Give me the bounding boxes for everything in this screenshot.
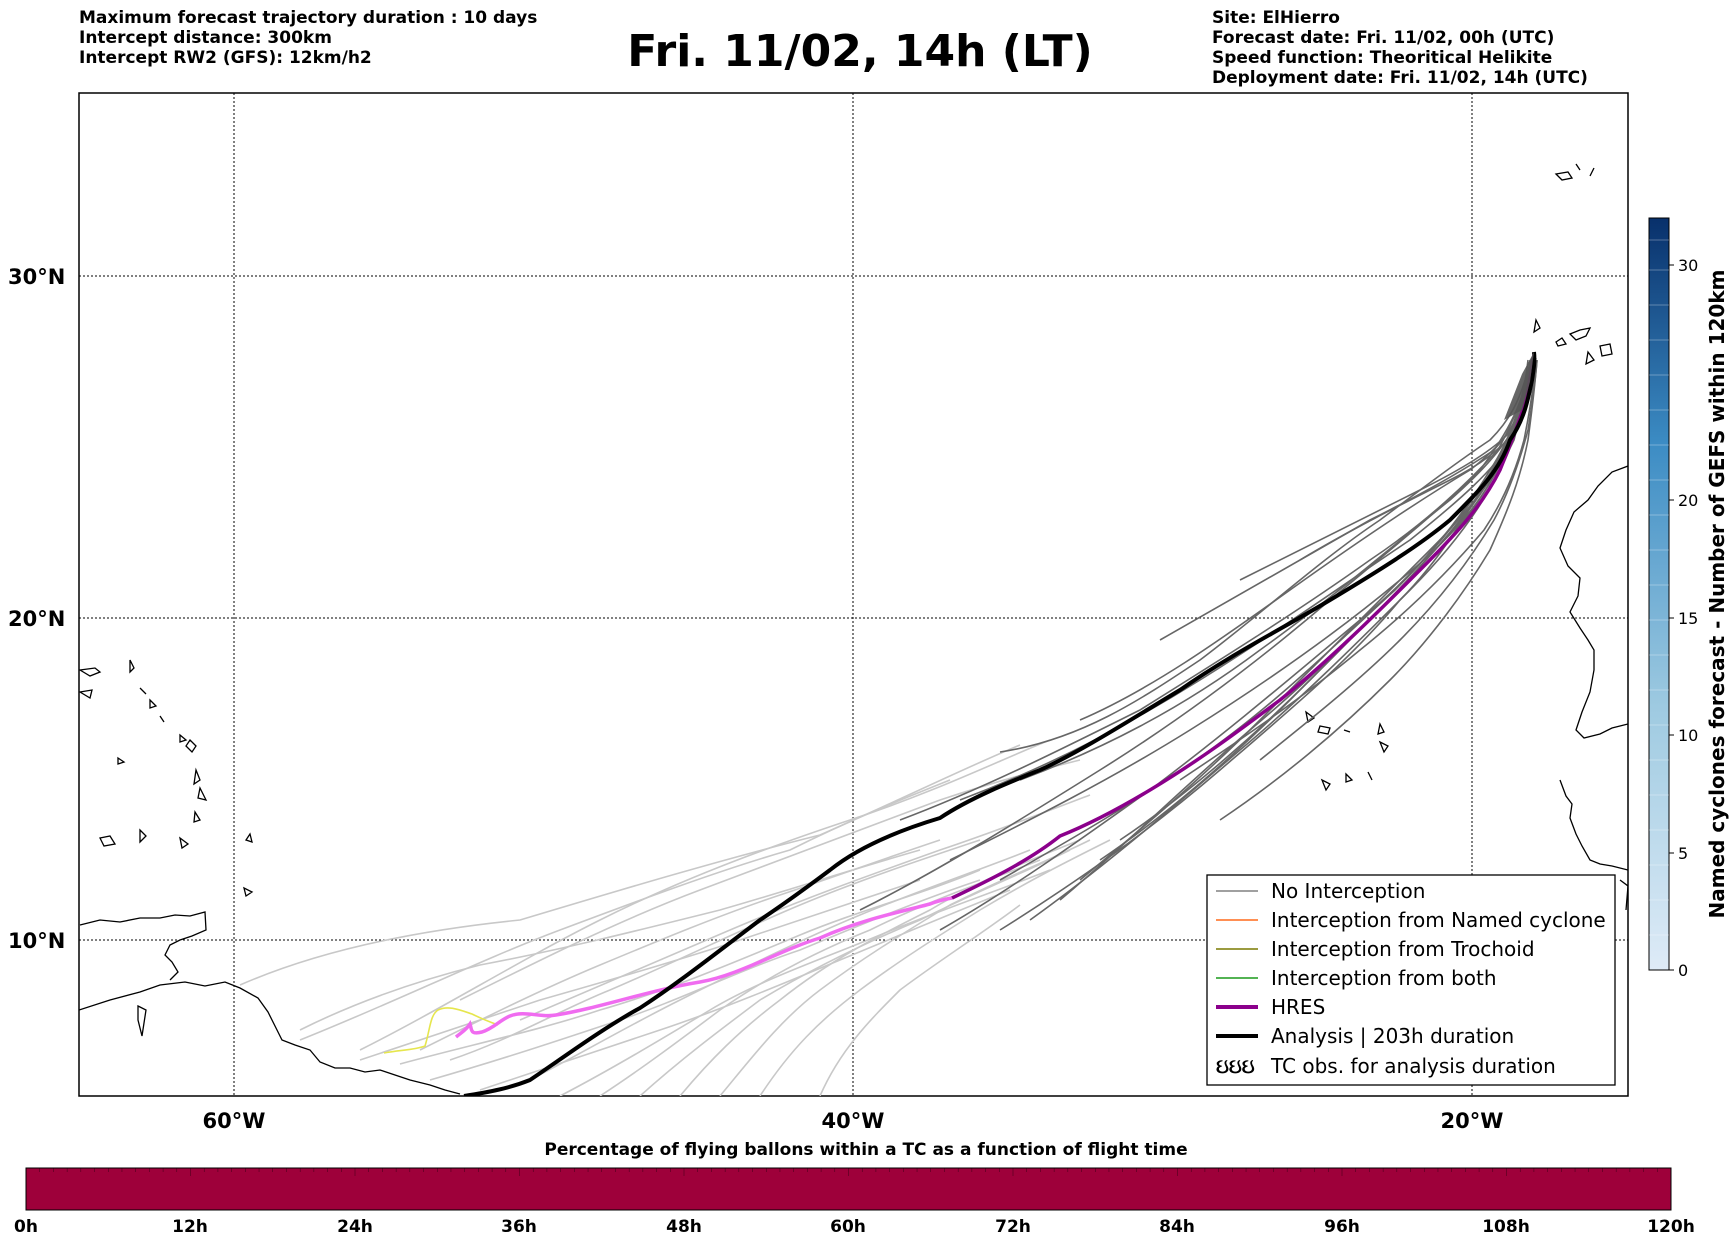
legend-label-named-cyclone: Interception from Named cyclone bbox=[1271, 908, 1606, 932]
time-tick: 72h bbox=[995, 1217, 1031, 1237]
trajectory bbox=[819, 904, 1021, 1096]
header-left-info: Maximum forecast trajectory duration : 1… bbox=[79, 8, 537, 68]
time-tick: 0h bbox=[14, 1217, 38, 1237]
trajectory bbox=[1219, 359, 1538, 821]
coast-madeira bbox=[1554, 163, 1595, 181]
time-tick: 24h bbox=[337, 1217, 373, 1237]
analysis-trajectory bbox=[463, 351, 1537, 1096]
colorbar-tick: 10 bbox=[1678, 726, 1698, 745]
time-tick: 36h bbox=[501, 1217, 537, 1237]
lon-label-20w: 20°W bbox=[1441, 1109, 1504, 1133]
time-tick: 108h bbox=[1482, 1217, 1530, 1237]
time-tick: 84h bbox=[1159, 1217, 1195, 1237]
header-right-line: Deployment date: Fri. 11/02, 14h (UTC) bbox=[1212, 68, 1588, 88]
header-right-line: Site: ElHierro bbox=[1212, 8, 1340, 28]
header-right-line: Forecast date: Fri. 11/02, 00h (UTC) bbox=[1212, 28, 1555, 48]
time-tick: 60h bbox=[830, 1217, 866, 1237]
time-tick: 48h bbox=[666, 1217, 702, 1237]
trajectory bbox=[1179, 359, 1537, 781]
trajectory bbox=[599, 859, 1041, 1096]
trajectory bbox=[759, 839, 1111, 1096]
time-tick: 12h bbox=[172, 1217, 208, 1237]
gridlines bbox=[79, 93, 1628, 1096]
legend-label-analysis: Analysis | 203h duration bbox=[1271, 1024, 1514, 1048]
trajectory bbox=[459, 759, 1081, 1001]
time-bar-title: Percentage of flying ballons within a TC… bbox=[544, 1140, 1187, 1160]
page-title: Fri. 11/02, 14h (LT) bbox=[627, 26, 1093, 77]
coast-lesser-antilles bbox=[99, 738, 254, 898]
coast-cape-verde bbox=[1305, 710, 1389, 792]
trajectory bbox=[299, 849, 921, 1031]
lat-label-20n: 20°N bbox=[8, 607, 65, 631]
legend-label-both: Interception from both bbox=[1271, 966, 1497, 990]
coast-south-america bbox=[79, 981, 461, 1095]
coast-canary-islands bbox=[1533, 317, 1613, 366]
trajectory bbox=[359, 739, 1051, 1051]
colorbar-tick: 30 bbox=[1678, 256, 1698, 275]
trajectory bbox=[999, 369, 1529, 753]
trajectory bbox=[239, 744, 1021, 986]
legend-label-hres: HRES bbox=[1271, 995, 1325, 1019]
colorbar-title: Named cyclones forecast - Number of GEFS… bbox=[1705, 270, 1729, 919]
trajectory bbox=[719, 839, 1091, 1096]
axis-labels: 30°N 20°N 10°N 60°W 40°W 20°W bbox=[8, 265, 1503, 1133]
trajectory bbox=[639, 849, 1071, 1096]
legend: No Interception Interception from Named … bbox=[1206, 874, 1616, 1086]
lon-label-40w: 40°W bbox=[822, 1109, 885, 1133]
header-right-line: Speed function: Theoritical Helikite bbox=[1212, 48, 1553, 68]
coast-senegal-guinea bbox=[1559, 779, 1628, 911]
lat-label-30n: 30°N bbox=[8, 265, 65, 289]
colorbar-tick: 5 bbox=[1678, 844, 1688, 863]
header-left-line: Intercept RW2 (GFS): 12km/h2 bbox=[79, 48, 372, 68]
colorbar-tick: 0 bbox=[1678, 961, 1688, 980]
hres-trajectory-early bbox=[454, 896, 953, 1039]
legend-label-tc-obs: TC obs. for analysis duration bbox=[1270, 1054, 1556, 1078]
trajectory bbox=[1259, 359, 1538, 761]
legend-box bbox=[1206, 874, 1616, 1086]
trajectory bbox=[479, 889, 1011, 1091]
trajectory bbox=[419, 839, 941, 1051]
legend-label-no-interception: No Interception bbox=[1271, 879, 1425, 903]
trajectory bbox=[449, 839, 981, 1061]
coastlines bbox=[79, 163, 1628, 1095]
colorbar-fill bbox=[1648, 217, 1670, 971]
trajectory bbox=[559, 869, 1051, 1096]
time-bar-ticks: 0h 12h 24h 36h 48h 60h 72h 84h 96h 108h … bbox=[14, 1217, 1695, 1237]
coast-west-africa bbox=[1559, 465, 1628, 739]
colorbar-tick: 20 bbox=[1678, 491, 1698, 510]
tc-symbol-icon: ઇઇઇ bbox=[1216, 1054, 1255, 1078]
trajectory bbox=[359, 879, 921, 1061]
time-bar: Percentage of flying ballons within a TC… bbox=[14, 1140, 1695, 1237]
lat-label-10n: 10°N bbox=[8, 929, 65, 953]
lon-label-60w: 60°W bbox=[203, 1109, 266, 1133]
trajectory-yellow bbox=[383, 1007, 499, 1054]
time-tick: 120h bbox=[1647, 1217, 1695, 1237]
colorbar-tick: 15 bbox=[1678, 609, 1698, 628]
legend-label-trochoid: Interception from Trochoid bbox=[1271, 937, 1535, 961]
trajectory-fan-near-source bbox=[1504, 352, 1534, 420]
trajectory-fan bbox=[1504, 352, 1534, 420]
colorbar: 0 5 10 15 20 30 Named cyclones forecast … bbox=[1648, 217, 1729, 980]
header-right-info: Site: ElHierro Forecast date: Fri. 11/02… bbox=[1212, 8, 1588, 88]
time-tick: 96h bbox=[1324, 1217, 1360, 1237]
coast-venezuela-islands bbox=[79, 911, 207, 981]
header-left-line: Maximum forecast trajectory duration : 1… bbox=[79, 8, 538, 28]
coast-caribbean-west bbox=[79, 659, 188, 1037]
header-left-line: Intercept distance: 300km bbox=[79, 28, 332, 48]
